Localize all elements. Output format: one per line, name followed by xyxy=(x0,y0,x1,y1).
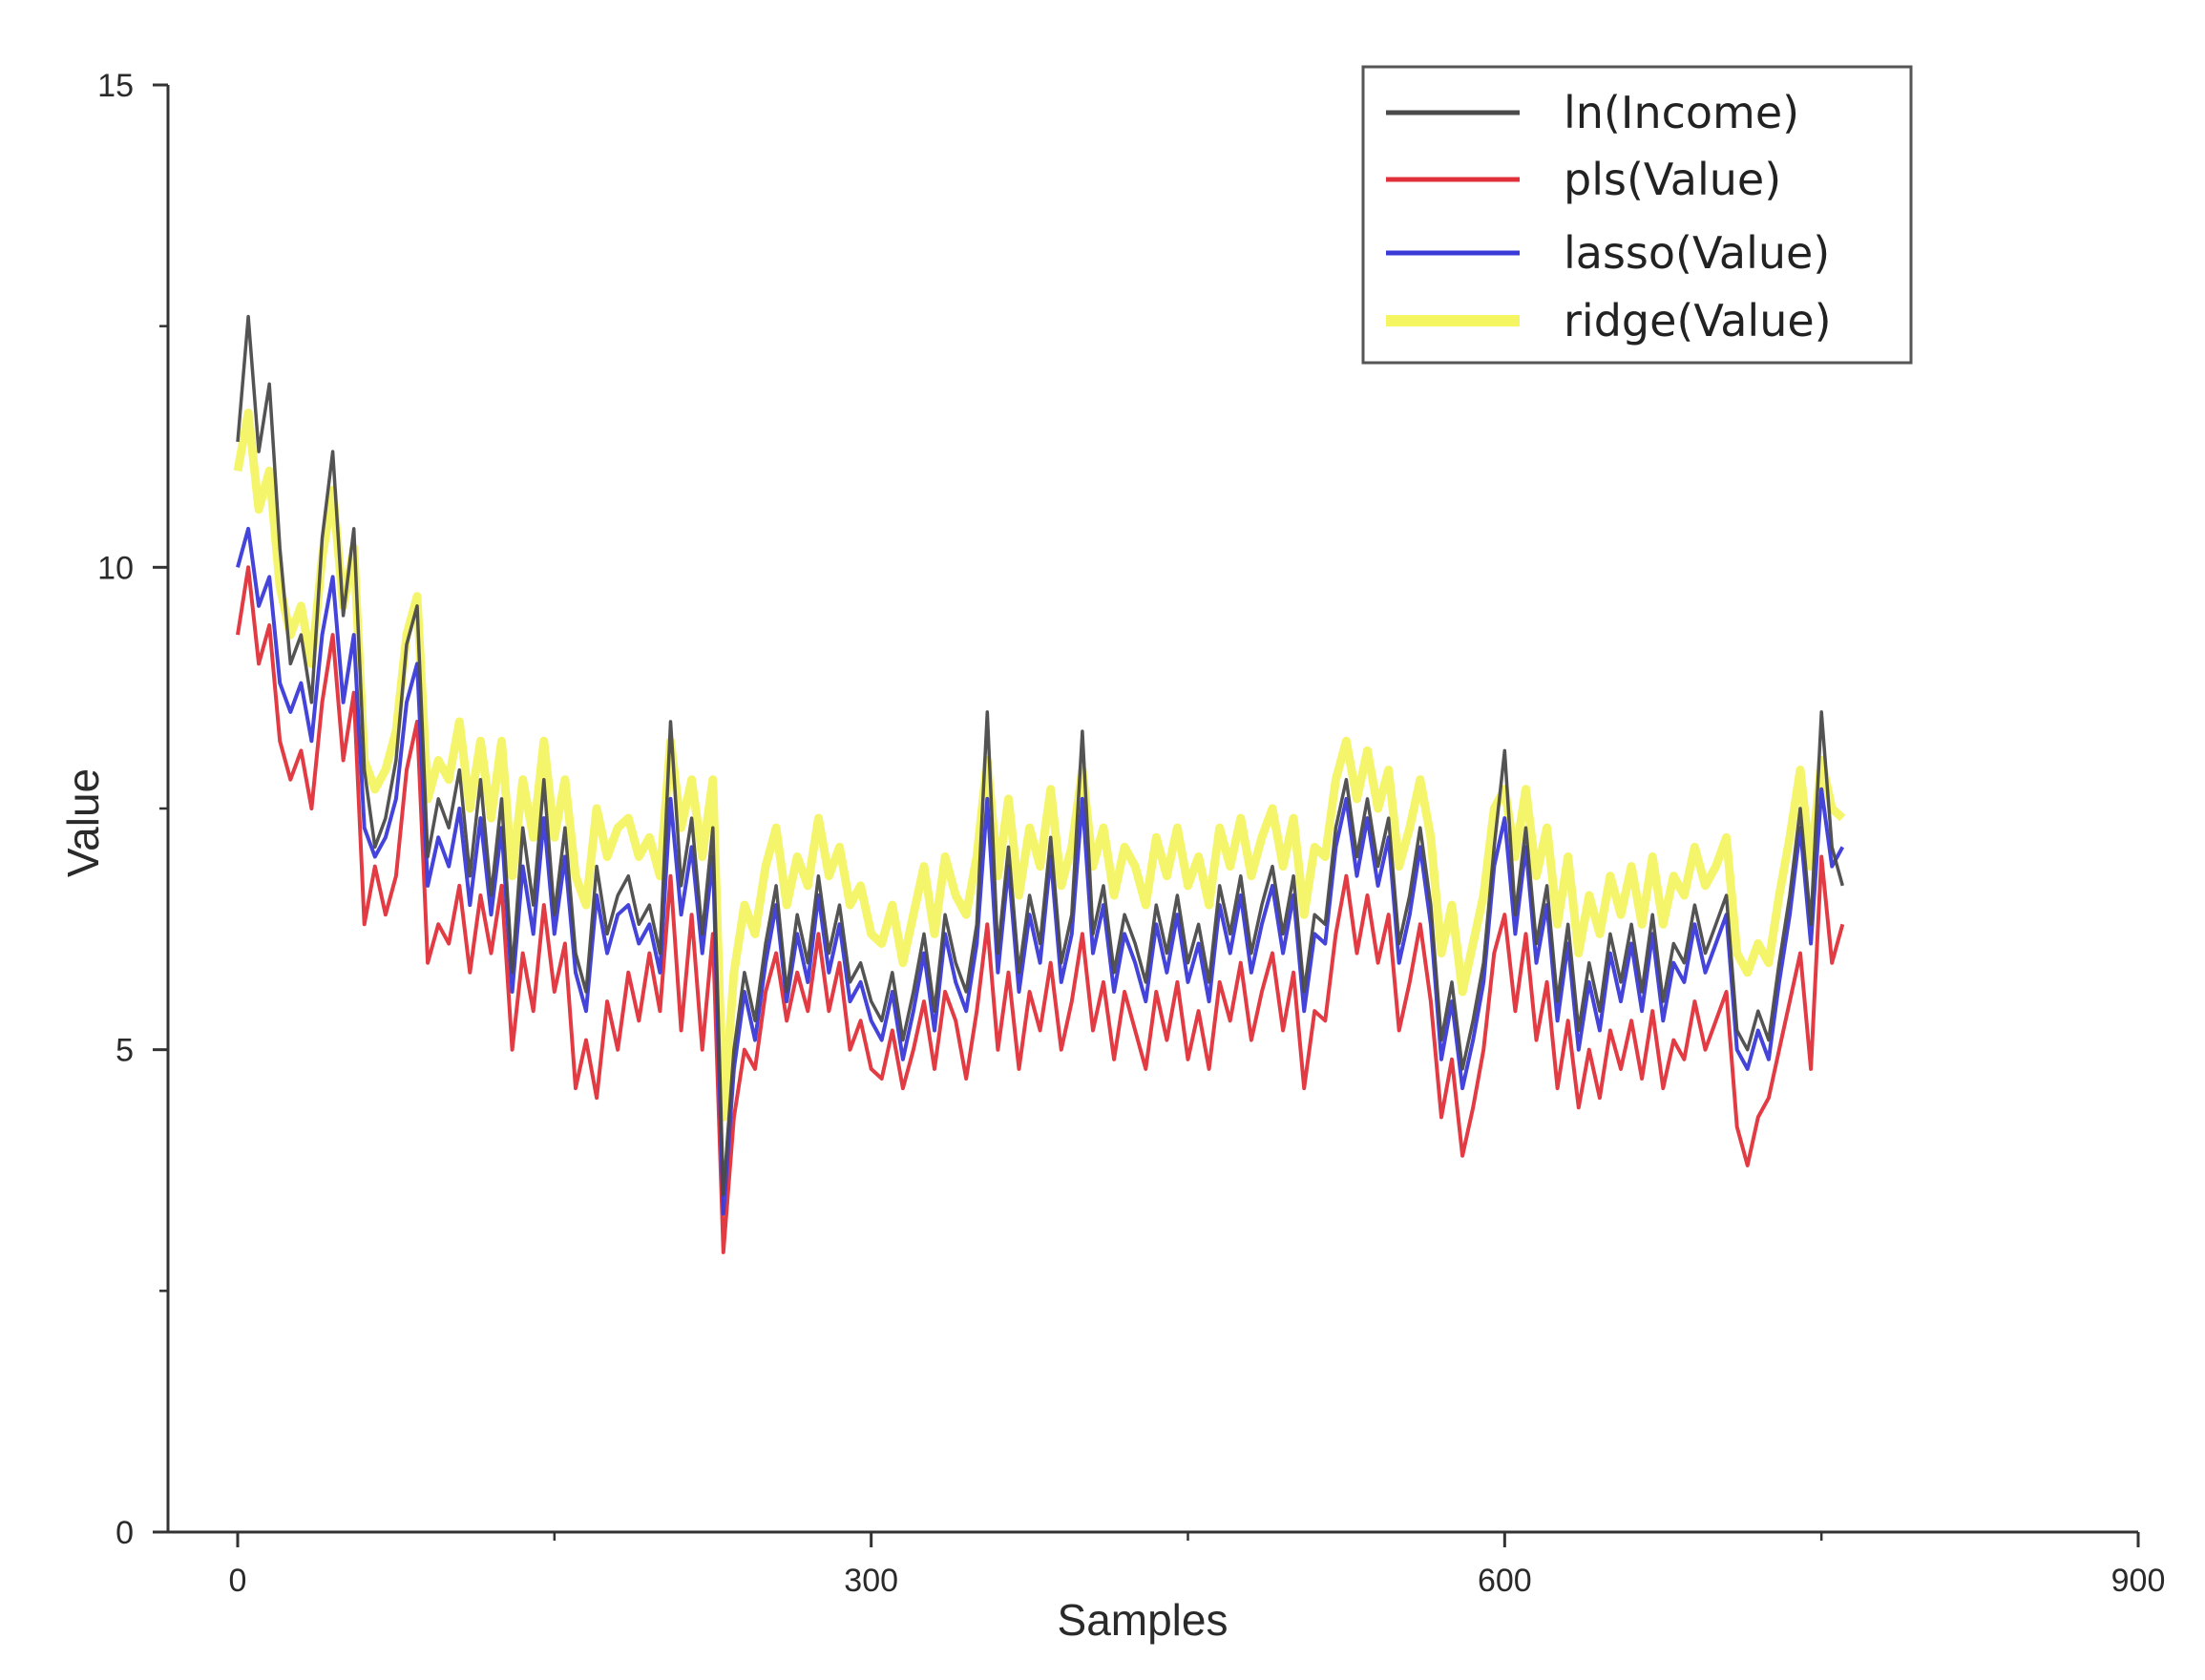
x-tick-label: 900 xyxy=(2111,1563,2166,1599)
legend: ln(Income) pls(Value) lasso(Value) ridge(Va… xyxy=(1361,65,1913,365)
y-tick-label: 0 xyxy=(116,1515,134,1551)
legend-label: ln(Income) xyxy=(1564,87,1799,138)
x-tick-label: 0 xyxy=(229,1563,247,1599)
series-line-1 xyxy=(236,565,1845,1254)
plot-lines xyxy=(233,314,1846,1254)
series-line-2 xyxy=(236,526,1845,1216)
legend-label: lasso(Value) xyxy=(1564,227,1830,279)
y-tick-label: 5 xyxy=(116,1033,134,1069)
legend-box xyxy=(1361,65,1913,365)
y-tick-label: 15 xyxy=(97,68,134,104)
y-tick-label: 10 xyxy=(97,550,134,586)
legend-label: ridge(Value) xyxy=(1564,295,1832,346)
axes: 0 5 10 15 0 300 600 900 xyxy=(97,68,2165,1599)
x-tick-label: 600 xyxy=(1478,1563,1532,1599)
x-axis-title: Samples xyxy=(1058,1595,1228,1645)
legend-label: pls(Value) xyxy=(1564,154,1781,205)
series-line-0 xyxy=(236,314,1844,1197)
y-axis-title: Value xyxy=(58,768,108,877)
series-line-3 xyxy=(233,409,1846,1122)
x-tick-label: 300 xyxy=(844,1563,898,1599)
